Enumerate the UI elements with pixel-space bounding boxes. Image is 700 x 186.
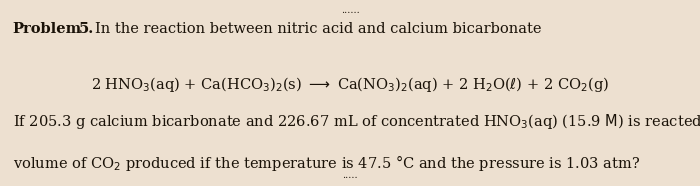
Text: If 205.3 g calcium bicarbonate and 226.67 mL of concentrated HNO$_3$(aq) (15.9 $: If 205.3 g calcium bicarbonate and 226.6… — [13, 112, 700, 131]
Text: 5.: 5. — [79, 22, 95, 36]
Text: ......: ...... — [341, 6, 359, 15]
Text: Problem: Problem — [13, 22, 82, 36]
Text: .....: ..... — [342, 171, 358, 180]
Text: In the reaction between nitric acid and calcium bicarbonate: In the reaction between nitric acid and … — [95, 22, 542, 36]
Text: volume of CO$_2$ produced if the temperature is 47.5 $\degree$C and the pressure: volume of CO$_2$ produced if the tempera… — [13, 153, 640, 173]
Text: 2 HNO$_3$(aq) + Ca(HCO$_3$)$_2$(s) $\longrightarrow$ Ca(NO$_3$)$_2$(aq) + 2 H$_2: 2 HNO$_3$(aq) + Ca(HCO$_3$)$_2$(s) $\lon… — [91, 75, 609, 94]
